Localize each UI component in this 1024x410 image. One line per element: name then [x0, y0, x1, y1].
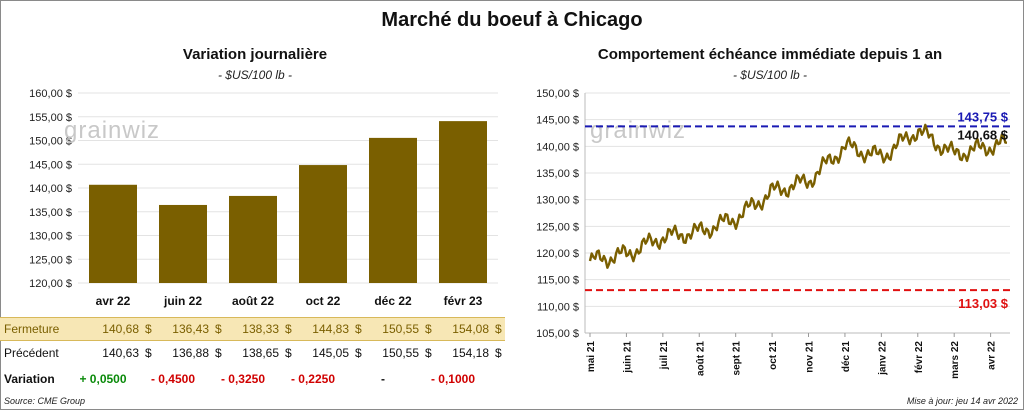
source-note: Source: CME Group	[4, 396, 86, 406]
currency-symbol: $	[495, 322, 502, 336]
line-chart: 105,00 $ 110,00 $ 115,00 $ 120,00 $ 125,00 $…	[536, 88, 1010, 379]
prev-value: 138,65	[242, 346, 279, 360]
y-tick-label: 150,00 $	[29, 136, 72, 148]
currency-symbol: $	[425, 322, 432, 336]
main-title: Marché du boeuf à Chicago	[381, 9, 643, 31]
x-tick-label: janv 22	[877, 341, 888, 376]
left-title: Variation journalière	[182, 46, 328, 63]
close-value: 138,33	[242, 322, 279, 336]
x-tick-label: juin 21	[622, 341, 633, 374]
prev-value: 140,63	[102, 346, 139, 360]
close-value: 154,08	[452, 322, 489, 336]
y-tick-label: 160,00 $	[29, 88, 72, 100]
x-tick-label: sept 21	[732, 341, 743, 376]
x-category-label: avr 22	[96, 294, 131, 308]
currency-symbol: $	[355, 322, 362, 336]
max-label: 143,75 $	[957, 109, 1008, 124]
variation-value: - 0,4500	[150, 372, 196, 386]
currency-symbol: $	[215, 346, 222, 360]
update-note: Mise à jour: jeu 14 avr 2022	[906, 396, 1018, 406]
close-value: 140,68	[102, 322, 139, 336]
x-tick-label: févr 22	[914, 341, 925, 374]
y-tick-label: 120,00 $	[29, 278, 72, 290]
row-label-variation: Variation	[4, 372, 55, 386]
right-subtitle: - $US/100 lb -	[732, 68, 808, 82]
y-tick-label: 135,00 $	[29, 207, 72, 219]
bar	[159, 204, 207, 283]
watermark-logo: grainwiz	[64, 117, 160, 144]
currency-symbol: $	[495, 346, 502, 360]
data-table: Fermeture $140,68 $136,43 $138,33 $144,83 $1…	[0, 305, 505, 395]
prev-value: 150,55	[382, 346, 419, 360]
x-category-label: déc 22	[374, 294, 412, 308]
x-tick-label: oct 21	[768, 341, 779, 370]
bar	[229, 195, 277, 283]
x-tick-label: août 21	[695, 341, 706, 376]
prev-value: 136,88	[172, 346, 209, 360]
currency-symbol: $	[145, 322, 152, 336]
prev-value: 154,18	[452, 346, 489, 360]
y-tick-label: 150,00 $	[536, 88, 579, 100]
x-category-label: févr 23	[444, 294, 483, 308]
x-tick-label: mai 21	[586, 341, 597, 373]
y-tick-label: 145,00 $	[29, 159, 72, 171]
watermark-logo: grainwiz	[590, 117, 686, 144]
y-tick-label: 110,00 $	[537, 301, 579, 313]
y-tick-label: 140,00 $	[29, 183, 72, 195]
close-value: 136,43	[172, 322, 209, 336]
table-row-close: Fermeture $140,68 $136,43 $138,33 $144,83 $1…	[0, 317, 505, 341]
y-tick-label: 130,00 $	[536, 195, 579, 207]
bar	[369, 137, 417, 283]
x-category-label: juin 22	[163, 294, 202, 308]
table-row-variation: Variation + 0,0500 - 0,4500 - 0,3250 - 0,22…	[0, 368, 505, 390]
x-tick-label: juil 21	[659, 341, 670, 371]
currency-symbol: $	[285, 346, 292, 360]
x-tick-label: nov 21	[805, 341, 816, 373]
x-tick-label: avr 22	[987, 341, 998, 370]
y-tick-label: 125,00 $	[536, 221, 579, 233]
y-tick-label: 115,00 $	[537, 275, 579, 287]
row-label-close: Fermeture	[4, 322, 60, 336]
y-tick-label: 120,00 $	[536, 248, 579, 260]
y-tick-label: 130,00 $	[29, 231, 72, 243]
table-row-prev: Précédent $140,63 $136,88 $138,65 $145,05 $1…	[0, 342, 505, 364]
variation-value: - 0,1000	[430, 372, 476, 386]
y-tick-label: 140,00 $	[536, 141, 579, 153]
variation-value: -	[381, 372, 385, 386]
last-value-label: 140,68 $	[957, 127, 1008, 142]
min-label: 113,03 $	[958, 296, 1009, 311]
bar	[439, 121, 487, 283]
row-label-prev: Précédent	[4, 346, 59, 360]
variation-value: - 0,3250	[220, 372, 266, 386]
x-category-label: oct 22	[306, 294, 341, 308]
x-tick-label: déc 21	[841, 341, 852, 373]
right-title: Comportement échéance immédiate depuis 1…	[597, 46, 943, 63]
currency-symbol: $	[425, 346, 432, 360]
left-subtitle: - $US/100 lb -	[217, 68, 293, 82]
close-value: 150,55	[382, 322, 419, 336]
price-series-line	[588, 123, 1008, 269]
close-value: 144,83	[312, 322, 349, 336]
bar	[89, 184, 137, 283]
y-tick-label: 135,00 $	[536, 168, 579, 180]
x-tick-label: mars 22	[950, 341, 961, 379]
prev-value: 145,05	[312, 346, 349, 360]
bar	[299, 165, 347, 283]
y-tick-label: 155,00 $	[29, 112, 72, 124]
y-tick-label: 145,00 $	[536, 115, 579, 127]
variation-value: - 0,2250	[290, 372, 336, 386]
currency-symbol: $	[215, 322, 222, 336]
bar-chart: 120,00 $ 125,00 $ 130,00 $ 135,00 $ 140,00 $…	[29, 88, 498, 308]
y-tick-label: 105,00 $	[536, 328, 579, 340]
currency-symbol: $	[355, 346, 362, 360]
currency-symbol: $	[145, 346, 152, 360]
y-tick-label: 125,00 $	[29, 254, 72, 266]
currency-symbol: $	[285, 322, 292, 336]
x-category-label: août 22	[232, 294, 274, 308]
variation-value: + 0,0500	[79, 372, 127, 386]
